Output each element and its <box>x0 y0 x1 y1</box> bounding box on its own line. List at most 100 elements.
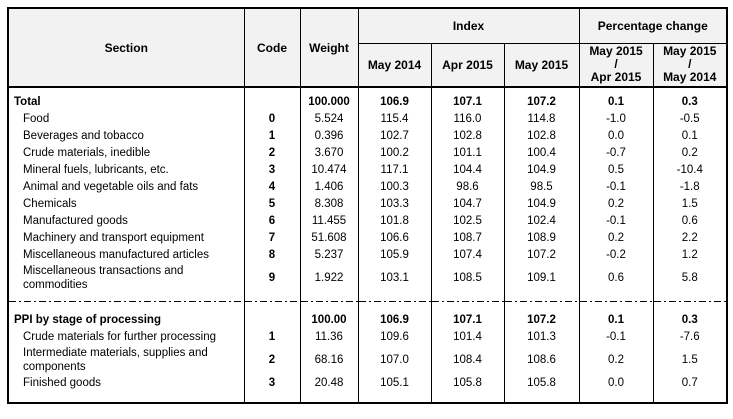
cell-pct-vs-apr2015: 0.5 <box>578 161 654 178</box>
cell-index-apr2015: 108.7 <box>430 229 505 246</box>
cell-weight: 10.474 <box>299 161 359 178</box>
cell-index-may2014: 117.1 <box>357 161 432 178</box>
cell-code: 5 <box>243 195 301 212</box>
cell-index-apr2015: 107.1 <box>430 306 505 328</box>
header-sub-row: May 2014 Apr 2015 May 2015 May 2015 / Ap… <box>8 43 728 88</box>
cell-pct-vs-apr2015: -0.1 <box>578 212 654 229</box>
cell-index-apr2015: 107.1 <box>430 87 505 110</box>
table-row: Crude materials for further processing 1 1… <box>7 328 728 345</box>
cell-index-may2015: 109.1 <box>503 263 580 297</box>
cell-index-may2015: 107.2 <box>503 306 580 328</box>
cell-weight: 8.308 <box>299 195 359 212</box>
cell-index-may2014: 103.1 <box>357 263 432 297</box>
header-percentage-change-group: Percentage change <box>578 8 728 44</box>
header-group-row: Section Code Weight Index Percentage cha… <box>7 8 728 88</box>
separator-cell <box>299 297 359 306</box>
cell-section: Miscellaneous transactions and commoditi… <box>7 263 245 297</box>
header-code: Code <box>243 8 301 88</box>
header-weight: Weight <box>299 8 359 88</box>
cell-pct-vs-may2014: 0.2 <box>652 144 728 161</box>
table-row: Total 100.000 106.9 107.1 107.2 0.1 0.3 <box>7 87 728 110</box>
cell-index-may2015: 114.8 <box>503 110 580 127</box>
separator-cell <box>357 297 432 306</box>
cell-index-apr2015: 102.8 <box>430 127 505 144</box>
cell-pct-vs-may2014: 0.6 <box>652 212 728 229</box>
separator-cell <box>430 297 505 306</box>
cell-pct-vs-may2014: 0.7 <box>652 375 728 403</box>
cell-code: 8 <box>243 246 301 263</box>
separator-cell <box>7 297 245 306</box>
table-row: PPI by stage of processing 100.00 106.9 107… <box>7 306 728 328</box>
cell-index-apr2015: 104.4 <box>430 161 505 178</box>
cell-index-may2015: 108.6 <box>503 345 580 375</box>
cell-pct-vs-may2014: 1.2 <box>652 246 728 263</box>
cell-index-apr2015: 108.5 <box>430 263 505 297</box>
cell-pct-vs-apr2015: 0.2 <box>578 229 654 246</box>
cell-section: Animal and vegetable oils and fats <box>7 178 245 195</box>
section-separator <box>7 297 728 306</box>
cell-section: Intermediate materials, supplies and com… <box>7 345 245 375</box>
cell-index-may2015: 102.4 <box>503 212 580 229</box>
cell-code: 3 <box>243 161 301 178</box>
cell-index-may2014: 106.6 <box>357 229 432 246</box>
cell-section: Crude materials for further processing <box>7 328 245 345</box>
page: Section Code Weight Index Percentage cha… <box>7 7 728 404</box>
cell-pct-vs-may2014: -10.4 <box>652 161 728 178</box>
cell-index-apr2015: 105.8 <box>430 375 505 403</box>
cell-section: Mineral fuels, lubricants, etc. <box>7 161 245 178</box>
cell-pct-vs-apr2015: 0.2 <box>578 345 654 375</box>
cell-code: 0 <box>243 110 301 127</box>
cell-section: Chemicals <box>7 195 245 212</box>
header-pct-may2015-vs-apr2015: May 2015 / Apr 2015 <box>578 43 654 88</box>
table-row: Animal and vegetable oils and fats 4 1.406… <box>7 178 728 195</box>
cell-pct-vs-apr2015: -0.7 <box>578 144 654 161</box>
cell-index-may2014: 100.2 <box>357 144 432 161</box>
cell-weight: 3.670 <box>299 144 359 161</box>
cell-pct-vs-apr2015: -0.2 <box>578 246 654 263</box>
cell-pct-vs-apr2015: 0.6 <box>578 263 654 297</box>
cell-index-apr2015: 116.0 <box>430 110 505 127</box>
separator-cell <box>503 297 580 306</box>
cell-weight: 51.608 <box>299 229 359 246</box>
cell-section: PPI by stage of processing <box>7 306 245 328</box>
cell-pct-vs-may2014: 0.3 <box>652 87 728 110</box>
cell-code: 1 <box>243 127 301 144</box>
cell-weight: 11.36 <box>299 328 359 345</box>
cell-index-may2015: 107.2 <box>503 87 580 110</box>
cell-index-may2014: 106.9 <box>357 306 432 328</box>
table-row: Food 0 5.524 115.4 116.0 114.8 -1.0 -0.5 <box>7 110 728 127</box>
cell-code: 7 <box>243 229 301 246</box>
cell-code: 4 <box>243 178 301 195</box>
cell-code: 6 <box>243 212 301 229</box>
cell-pct-vs-apr2015: -1.0 <box>578 110 654 127</box>
cell-pct-vs-may2014: 1.5 <box>652 195 728 212</box>
cell-code <box>243 306 301 328</box>
cell-section: Manufactured goods <box>7 212 245 229</box>
separator-cell <box>578 297 654 306</box>
separator-cell <box>243 297 301 306</box>
cell-pct-vs-may2014: 5.8 <box>652 263 728 297</box>
cell-weight: 20.48 <box>299 375 359 403</box>
cell-pct-vs-may2014: 2.2 <box>652 229 728 246</box>
separator-cell <box>652 297 728 306</box>
header-index-group: Index <box>357 8 580 44</box>
cell-index-may2015: 104.9 <box>503 195 580 212</box>
table-row: Finished goods 3 20.48 105.1 105.8 105.8 0.0 0.… <box>7 375 728 403</box>
cell-index-may2014: 106.9 <box>357 87 432 110</box>
cell-section: Finished goods <box>7 375 245 403</box>
cell-index-may2014: 102.7 <box>357 127 432 144</box>
cell-code: 2 <box>243 345 301 375</box>
table-row: Beverages and tobacco 1 0.396 102.7 102.8 102… <box>7 127 728 144</box>
cell-index-apr2015: 107.4 <box>430 246 505 263</box>
cell-pct-vs-may2014: -1.8 <box>652 178 728 195</box>
cell-weight: 11.455 <box>299 212 359 229</box>
cell-weight: 5.237 <box>299 246 359 263</box>
cell-section: Machinery and transport equipment <box>7 229 245 246</box>
cell-index-apr2015: 108.4 <box>430 345 505 375</box>
cell-weight: 68.16 <box>299 345 359 375</box>
header-may-2015: May 2015 <box>503 43 580 88</box>
table-row: Machinery and transport equipment 7 51.608… <box>7 229 728 246</box>
cell-section: Food <box>7 110 245 127</box>
cell-index-apr2015: 102.5 <box>430 212 505 229</box>
header-section: Section <box>7 8 245 88</box>
